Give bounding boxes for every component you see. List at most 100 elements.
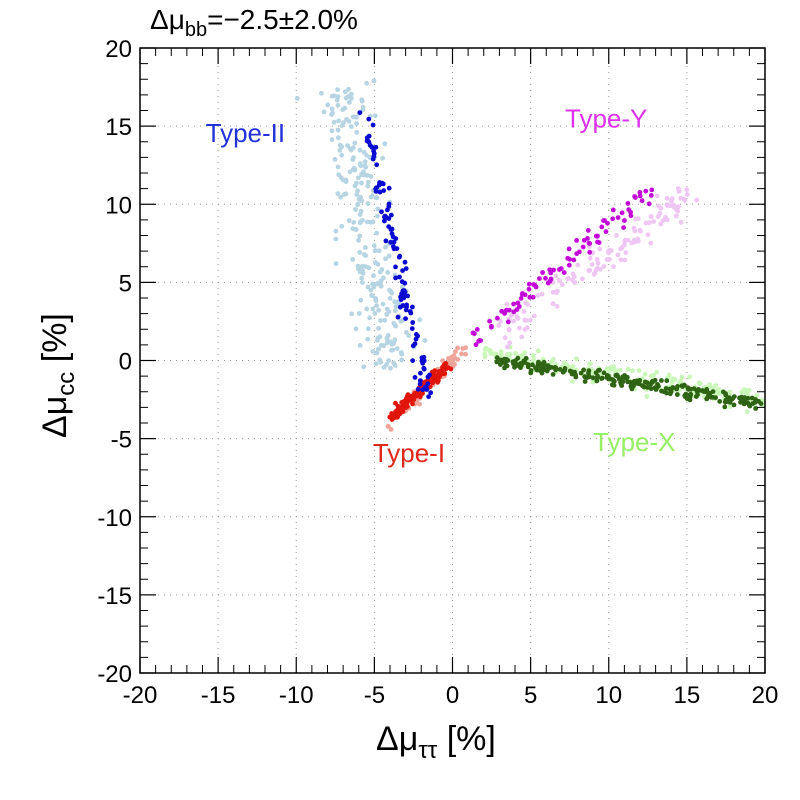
data-point-type-y	[595, 233, 600, 239]
data-point-type-y	[472, 331, 477, 337]
data-point-type-y	[648, 193, 654, 198]
data-point-type-x	[653, 387, 659, 392]
data-point-type-ii-light	[365, 201, 371, 207]
data-point-type-ii	[413, 336, 419, 342]
data-point-type-y-light	[498, 319, 503, 324]
data-point-type-ii-light	[354, 192, 360, 198]
data-point-type-i	[404, 401, 410, 406]
data-point-type-ii-light	[371, 243, 377, 249]
data-point-type-x	[594, 378, 600, 384]
data-point-type-y-light	[658, 205, 664, 211]
data-point-type-y	[586, 240, 592, 246]
data-point-type-ii-light	[336, 118, 342, 124]
data-point-type-ii-light	[349, 311, 355, 317]
data-point-type-x	[614, 372, 620, 378]
data-point-type-ii-light	[374, 230, 380, 236]
data-point-type-y	[530, 294, 536, 300]
data-point-type-y	[511, 301, 516, 307]
data-point-type-x	[553, 367, 558, 373]
data-point-type-ii	[420, 360, 426, 366]
data-point-type-ii	[427, 372, 432, 378]
data-point-type-ii-light	[353, 207, 358, 212]
data-point-type-ii	[389, 226, 395, 232]
data-point-type-ii	[421, 354, 427, 360]
data-point-type-x	[597, 367, 602, 373]
y-tick-label: 5	[119, 270, 132, 297]
data-point-type-y-light	[521, 309, 527, 314]
data-point-type-ii-light	[393, 323, 398, 329]
data-point-type-x	[557, 367, 563, 372]
data-point-type-x-light	[669, 379, 675, 385]
data-point-type-ii-light	[369, 193, 375, 199]
data-point-type-ii-light	[378, 318, 384, 323]
data-point-type-ii-light	[383, 244, 388, 250]
data-point-type-y	[628, 209, 633, 215]
data-point-type-y	[567, 256, 572, 262]
data-point-type-ii-light	[333, 236, 339, 242]
data-point-type-ii-light	[365, 336, 371, 342]
data-point-type-ii	[426, 394, 431, 400]
data-point-type-x-light	[746, 388, 752, 393]
data-point-type-y-light	[594, 257, 600, 262]
data-point-type-y	[516, 304, 522, 309]
data-point-type-i	[417, 394, 423, 400]
data-point-type-y-light	[506, 327, 512, 332]
data-point-type-x	[731, 402, 737, 408]
data-point-type-x	[504, 363, 510, 369]
data-point-type-x	[522, 360, 528, 365]
data-point-type-i	[443, 365, 448, 371]
data-point-type-ii-light	[366, 326, 371, 332]
data-point-type-ii-light	[380, 155, 385, 161]
chart-title-rest: =−2.5±2.0%	[207, 4, 358, 35]
data-point-type-y	[639, 198, 645, 204]
data-point-type-x	[703, 389, 709, 395]
data-point-type-y-light	[646, 220, 652, 226]
data-point-type-ii-light	[372, 311, 378, 316]
data-point-type-y	[505, 319, 511, 325]
y-tick-label: 15	[105, 114, 132, 141]
data-point-type-y	[487, 318, 492, 324]
data-point-type-ii-light	[386, 358, 391, 363]
data-point-type-ii-light	[364, 80, 369, 86]
y-tick-label: 20	[105, 36, 132, 63]
data-point-type-i	[442, 371, 448, 376]
data-point-type-y-light	[597, 246, 603, 252]
data-point-type-y-light	[539, 291, 545, 297]
data-point-type-ii-light	[398, 318, 404, 324]
data-point-type-ii-light	[335, 127, 341, 133]
y-tick-label: 10	[105, 192, 132, 219]
data-point-type-ii	[381, 188, 387, 194]
data-point-type-ii-light	[387, 339, 393, 345]
data-point-type-ii-light	[359, 98, 365, 104]
data-point-type-ii-light	[371, 78, 377, 84]
data-point-type-ii	[412, 375, 418, 380]
data-point-type-x	[573, 372, 578, 378]
data-point-type-ii-light	[341, 192, 347, 197]
data-point-type-i	[435, 377, 440, 382]
data-point-type-y	[605, 220, 610, 226]
data-point-type-ii	[402, 259, 408, 265]
data-point-type-ii-light	[351, 220, 357, 225]
data-point-type-ii-light	[394, 346, 400, 351]
data-point-type-x	[627, 379, 633, 385]
data-point-type-i	[431, 370, 437, 375]
data-point-type-ii-light	[371, 273, 376, 279]
data-point-type-y-light	[556, 277, 562, 283]
data-point-type-x-light	[562, 360, 567, 366]
data-point-type-y	[515, 300, 521, 306]
data-point-type-ii-light	[337, 147, 343, 153]
data-point-type-i-light	[452, 355, 458, 361]
data-point-type-y-light	[632, 239, 637, 245]
data-point-type-ii	[367, 142, 373, 148]
data-point-type-x	[585, 374, 591, 379]
data-point-type-y-light	[515, 316, 521, 321]
data-point-type-ii-light	[335, 102, 341, 108]
data-point-type-y	[637, 193, 643, 199]
y-axis-title-group: Δμcc [%]	[36, 313, 80, 438]
data-point-type-y-light	[505, 344, 510, 350]
data-point-type-y	[543, 275, 548, 281]
data-point-type-y	[585, 228, 591, 233]
data-point-type-ii-light	[362, 163, 368, 169]
data-point-type-x	[753, 406, 759, 411]
data-point-type-ii-light	[319, 90, 324, 96]
